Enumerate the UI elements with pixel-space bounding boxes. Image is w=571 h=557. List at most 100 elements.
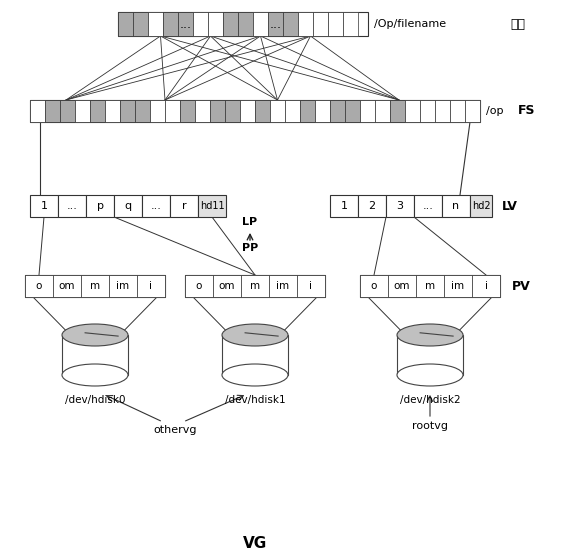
Bar bbox=[328, 12, 343, 36]
Text: /dev/hdisk1: /dev/hdisk1 bbox=[224, 395, 286, 405]
Bar bbox=[313, 12, 328, 36]
Bar bbox=[360, 275, 388, 297]
Bar bbox=[360, 275, 500, 297]
Ellipse shape bbox=[397, 324, 463, 346]
Bar bbox=[193, 12, 208, 36]
Text: n: n bbox=[452, 201, 460, 211]
Text: ...: ... bbox=[151, 201, 162, 211]
Text: PP: PP bbox=[242, 243, 258, 253]
Bar bbox=[450, 100, 465, 122]
Ellipse shape bbox=[397, 364, 463, 386]
Bar bbox=[114, 195, 142, 217]
Text: o: o bbox=[196, 281, 202, 291]
Bar bbox=[163, 12, 178, 36]
Text: /dev/hdisk0: /dev/hdisk0 bbox=[65, 395, 125, 405]
Text: m: m bbox=[250, 281, 260, 291]
Bar bbox=[269, 275, 297, 297]
Text: r: r bbox=[182, 201, 186, 211]
Bar bbox=[270, 100, 285, 122]
Text: LP: LP bbox=[243, 217, 258, 227]
Bar bbox=[414, 195, 442, 217]
Bar bbox=[198, 195, 226, 217]
Bar bbox=[90, 100, 105, 122]
Bar bbox=[81, 275, 109, 297]
Bar bbox=[120, 100, 135, 122]
Bar bbox=[195, 100, 210, 122]
Bar bbox=[360, 100, 375, 122]
Bar bbox=[343, 12, 358, 36]
Bar bbox=[30, 100, 480, 122]
Text: i: i bbox=[150, 281, 152, 291]
Bar bbox=[390, 100, 405, 122]
Bar bbox=[142, 195, 170, 217]
Text: VG: VG bbox=[243, 535, 267, 550]
Text: i: i bbox=[309, 281, 312, 291]
Text: p: p bbox=[96, 201, 103, 211]
Bar bbox=[53, 275, 81, 297]
Bar bbox=[397, 335, 463, 375]
Bar bbox=[386, 195, 414, 217]
Bar bbox=[208, 12, 223, 36]
Bar bbox=[285, 100, 300, 122]
Bar bbox=[255, 100, 270, 122]
Bar bbox=[210, 100, 225, 122]
Bar bbox=[465, 100, 480, 122]
Bar bbox=[388, 275, 416, 297]
Bar bbox=[223, 12, 238, 36]
Bar bbox=[298, 12, 313, 36]
Bar bbox=[240, 100, 255, 122]
Text: om: om bbox=[59, 281, 75, 291]
Text: m: m bbox=[425, 281, 435, 291]
Text: i: i bbox=[485, 281, 488, 291]
Text: 3: 3 bbox=[396, 201, 404, 211]
Bar bbox=[185, 275, 325, 297]
Ellipse shape bbox=[62, 364, 128, 386]
Bar bbox=[435, 100, 450, 122]
Bar bbox=[213, 275, 241, 297]
Text: FS: FS bbox=[518, 105, 536, 118]
Text: 1: 1 bbox=[340, 201, 348, 211]
Text: rootvg: rootvg bbox=[412, 421, 448, 431]
Text: hd2: hd2 bbox=[472, 201, 490, 211]
Text: LV: LV bbox=[502, 199, 518, 213]
Bar bbox=[148, 12, 163, 36]
Bar bbox=[442, 195, 470, 217]
Bar bbox=[225, 100, 240, 122]
Bar bbox=[30, 195, 58, 217]
Text: ...: ... bbox=[179, 17, 191, 31]
Text: im: im bbox=[452, 281, 465, 291]
Bar bbox=[25, 275, 165, 297]
Text: o: o bbox=[371, 281, 377, 291]
Bar bbox=[330, 100, 345, 122]
Bar bbox=[45, 100, 60, 122]
Text: PV: PV bbox=[512, 280, 531, 292]
Text: othervg: othervg bbox=[153, 425, 197, 435]
Text: hd11: hd11 bbox=[200, 201, 224, 211]
Bar bbox=[420, 100, 435, 122]
Bar bbox=[268, 12, 283, 36]
Bar bbox=[165, 100, 180, 122]
Text: 2: 2 bbox=[368, 201, 376, 211]
Ellipse shape bbox=[222, 324, 288, 346]
Bar bbox=[58, 195, 86, 217]
Bar bbox=[109, 275, 137, 297]
Bar bbox=[283, 12, 298, 36]
Text: /dev/hdisk2: /dev/hdisk2 bbox=[400, 395, 460, 405]
Bar bbox=[222, 335, 288, 375]
Bar bbox=[60, 100, 75, 122]
Bar bbox=[135, 100, 150, 122]
Bar bbox=[133, 12, 148, 36]
Bar bbox=[75, 100, 90, 122]
Bar bbox=[62, 335, 128, 375]
Text: o: o bbox=[36, 281, 42, 291]
Bar bbox=[25, 275, 53, 297]
Text: om: om bbox=[219, 281, 235, 291]
Text: om: om bbox=[394, 281, 410, 291]
Text: im: im bbox=[276, 281, 289, 291]
Bar bbox=[358, 195, 386, 217]
Bar bbox=[315, 100, 330, 122]
Bar bbox=[375, 100, 390, 122]
Bar bbox=[470, 195, 492, 217]
Bar bbox=[180, 100, 195, 122]
Bar bbox=[330, 195, 358, 217]
